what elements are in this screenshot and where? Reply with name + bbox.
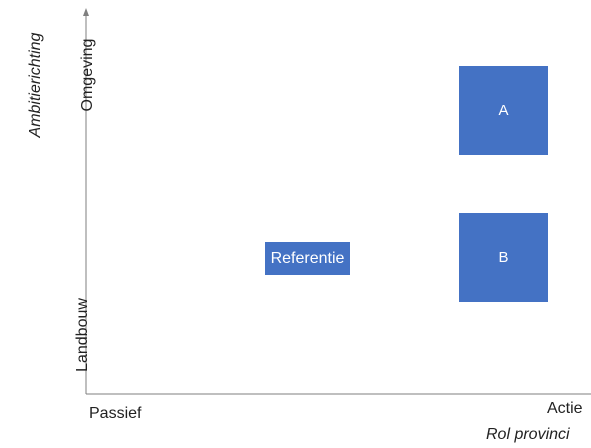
option-b-box: B xyxy=(459,213,548,302)
option-a-box: A xyxy=(459,66,548,155)
reference-label: Referentie xyxy=(270,249,345,267)
x-axis-left-label: Passief xyxy=(89,405,142,422)
option-b-label: B xyxy=(498,249,509,266)
option-a-label: A xyxy=(498,102,509,119)
y-axis-arrowhead xyxy=(83,8,89,16)
y-axis-bottom-label: Landbouw xyxy=(74,298,91,372)
y-axis-top-label: Omgeving xyxy=(79,38,96,112)
y-axis-title: Ambitierichting xyxy=(27,32,44,138)
x-axis-title: Rol provinci xyxy=(486,426,570,443)
x-axis-right-label: Actie xyxy=(547,400,583,417)
reference-box: Referentie xyxy=(265,242,350,275)
